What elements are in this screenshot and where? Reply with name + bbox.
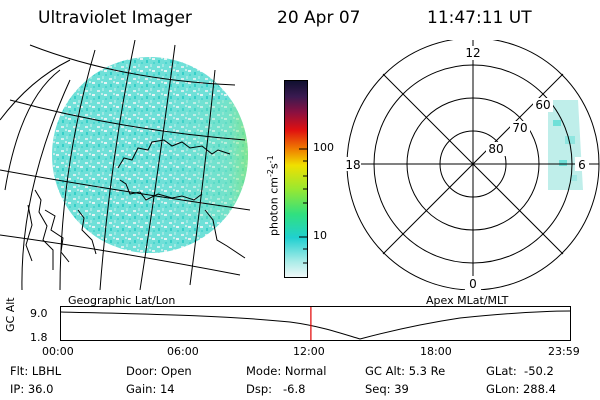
mlt-label-12: 12: [465, 46, 480, 60]
time-label: 11:47:11 UT: [427, 8, 532, 28]
apex-label: Apex MLat/MLT: [426, 294, 509, 307]
glat-status: GLat: -50.2: [486, 364, 554, 378]
mlt-label-6: 6: [578, 158, 586, 172]
gc-alt-status: GC Alt: 5.3 Re: [365, 364, 446, 378]
mlt-label-18: 18: [345, 158, 360, 172]
colorbar-unit-label: photon cm-2s-1: [266, 155, 281, 236]
geographic-label: Geographic Lat/Lon: [68, 294, 176, 307]
lat-label-80: 80: [488, 142, 503, 156]
lat-label-60: 60: [535, 98, 550, 112]
instrument-title: Ultraviolet Imager: [38, 8, 192, 28]
timeline-xtick-0600: 06:00: [167, 345, 199, 358]
glon-status: GLon: 288.4: [486, 382, 556, 396]
seq-status: Seq: 39: [365, 382, 409, 396]
date-label: 20 Apr 07: [277, 8, 361, 28]
geographic-map: [0, 40, 251, 290]
colorbar-tick-100: 100: [313, 141, 334, 154]
timeline-xtick-1200: 12:00: [293, 345, 325, 358]
filter-status: Flt: LBHL: [10, 364, 62, 378]
timeline-xtick-1800: 18:00: [420, 345, 452, 358]
mode-status: Mode: Normal: [246, 364, 327, 378]
timeline-xtick-2359: 23:59: [548, 345, 580, 358]
polar-plot: 12 18 6 0 60 70 80: [341, 40, 600, 290]
dsp-status: Dsp: -6.8: [246, 382, 306, 396]
colorbar: [284, 80, 308, 278]
timeline-xtick-0000: 00:00: [42, 345, 74, 358]
timeline-ytick-bottom: 1.8: [30, 331, 48, 344]
mlt-label-0: 0: [469, 277, 477, 290]
timeline-axis-label: GC Alt: [4, 297, 17, 332]
door-status: Door: Open: [126, 364, 192, 378]
timeline-ytick-top: 9.0: [30, 307, 48, 320]
colorbar-tick-10: 10: [313, 229, 327, 242]
lat-label-70: 70: [512, 121, 527, 135]
gain-status: Gain: 14: [126, 382, 175, 396]
altitude-timeline: [60, 306, 571, 341]
ip-status: IP: 36.0: [10, 382, 54, 396]
